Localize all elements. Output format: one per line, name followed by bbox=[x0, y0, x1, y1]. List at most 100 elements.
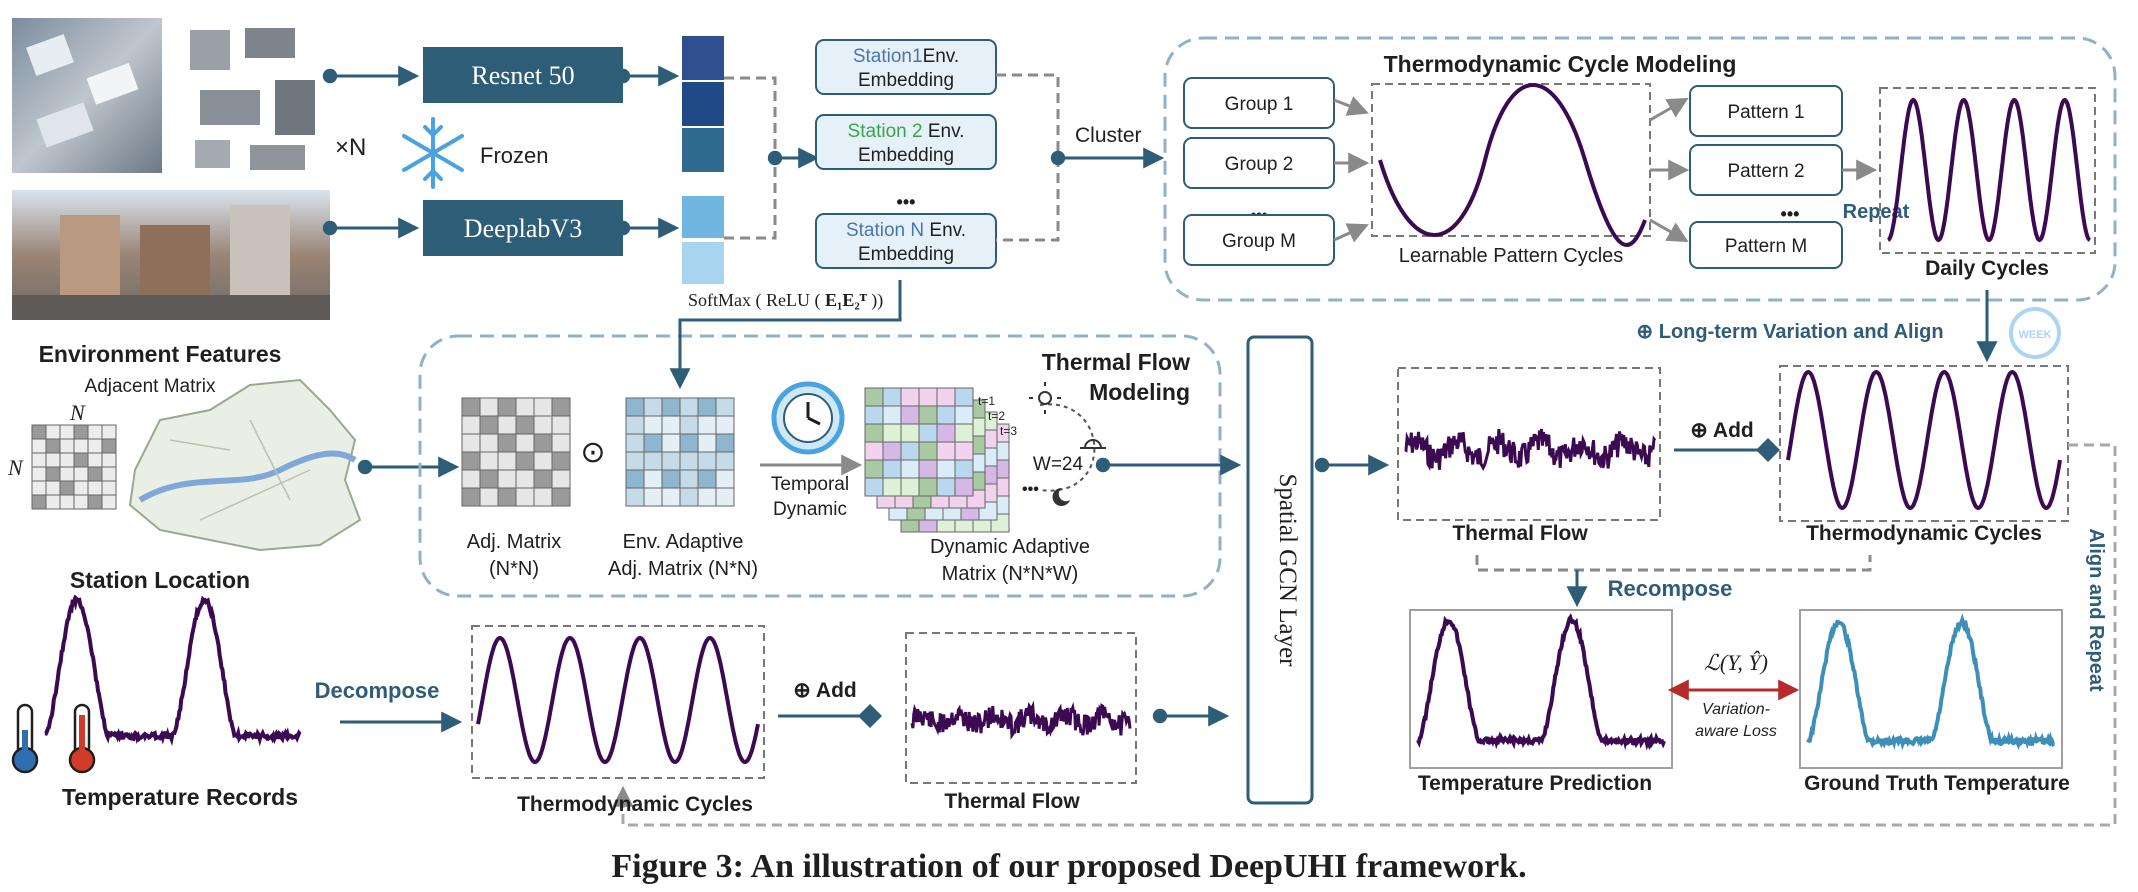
matrix-cell bbox=[101, 466, 117, 482]
svg-text:Embedding: Embedding bbox=[858, 70, 954, 91]
matrix-cell bbox=[31, 494, 47, 510]
matrix-cell bbox=[87, 452, 103, 468]
variation-label-2: aware Loss bbox=[1695, 723, 1777, 740]
right-thermal-flow-box bbox=[1397, 367, 1661, 521]
sun-icon bbox=[1029, 382, 1061, 414]
matrix-cell bbox=[715, 415, 735, 435]
matrix-cell bbox=[45, 424, 61, 440]
matrix-cell bbox=[661, 451, 681, 471]
matrix-cell bbox=[533, 469, 553, 489]
dynamic-matrix-cell bbox=[864, 441, 884, 461]
daily-cycles-box bbox=[1879, 87, 2096, 254]
svg-text:Group M: Group M bbox=[1222, 231, 1296, 252]
group-m-box: Group M bbox=[1183, 214, 1335, 266]
matrix-cell bbox=[679, 397, 699, 417]
seoul-map bbox=[128, 378, 362, 552]
matrix-cell bbox=[461, 487, 481, 507]
dynamic-matrix-cell bbox=[882, 441, 902, 461]
matrix-cell bbox=[45, 480, 61, 496]
env-adaptive-matrix-visual bbox=[625, 397, 735, 507]
matrix-cell bbox=[461, 397, 481, 417]
dynamic-matrix-cell bbox=[900, 477, 920, 497]
matrix-cell bbox=[533, 415, 553, 435]
matrix-cell bbox=[679, 469, 699, 489]
matrix-cell bbox=[643, 415, 663, 435]
gcn-label: Spatial GCN Layer bbox=[1274, 473, 1301, 667]
dynamic-matrix-cell bbox=[954, 405, 974, 425]
matrix-cell bbox=[87, 466, 103, 482]
matrix-cell bbox=[101, 480, 117, 496]
matrix-cell bbox=[661, 397, 681, 417]
repeat-label: Repeat bbox=[1843, 201, 1910, 223]
matrix-cell bbox=[625, 451, 645, 471]
dynamic-matrix-cell bbox=[918, 405, 938, 425]
spatial-gcn-layer bbox=[1246, 335, 1314, 805]
matrix-cell bbox=[31, 480, 47, 496]
dynamic-matrix-cell bbox=[918, 441, 938, 461]
svg-text:Pattern 1: Pattern 1 bbox=[1727, 102, 1804, 123]
thermo-cycle-title: Thermodynamic Cycle Modeling bbox=[1384, 51, 1737, 77]
matrix-cell bbox=[625, 397, 645, 417]
svg-text:Embedding: Embedding bbox=[858, 244, 954, 265]
matrix-cell bbox=[679, 433, 699, 453]
matrix-n-top: N bbox=[69, 400, 86, 425]
dynamic-matrix-cell bbox=[936, 459, 956, 479]
group-1-box: Group 1 bbox=[1183, 77, 1335, 129]
frozen-label: Frozen bbox=[480, 143, 548, 168]
bottom-thermal-flow-label: Thermal Flow bbox=[944, 790, 1080, 813]
matrix-cell bbox=[697, 469, 717, 489]
station2-embedding: Station 2 Env. Embedding bbox=[815, 114, 997, 170]
matrix-cell bbox=[101, 424, 117, 440]
deeplab-label: DeeplabV3 bbox=[464, 214, 582, 243]
matrix-cell bbox=[515, 415, 535, 435]
svg-text:Station N Env.: Station N Env. bbox=[846, 220, 966, 241]
dynamic-matrix-cell bbox=[900, 387, 920, 407]
dynamic-matrix-cell bbox=[864, 459, 884, 479]
right-thermal-flow-label: Thermal Flow bbox=[1452, 522, 1588, 545]
dynamic-matrix-cell bbox=[864, 387, 884, 407]
matrix-cell bbox=[515, 433, 535, 453]
matrix-cell bbox=[497, 487, 517, 507]
dynamic-matrix-cell bbox=[954, 441, 974, 461]
pattern-ellipsis: ••• bbox=[1781, 204, 1800, 224]
dynamic-matrix-cell bbox=[918, 387, 938, 407]
loss-formula: ℒ(Y, Ŷ) bbox=[1704, 650, 1768, 675]
matrix-cell bbox=[533, 451, 553, 471]
adj-matrix-label-2: (N*N) bbox=[489, 558, 539, 580]
matrix-cell bbox=[551, 415, 571, 435]
cluster-label: Cluster bbox=[1075, 124, 1142, 147]
matrix-cell bbox=[697, 433, 717, 453]
matrix-cell bbox=[551, 469, 571, 489]
matrix-cell bbox=[73, 480, 89, 496]
matrix-cell bbox=[515, 487, 535, 507]
t1-label: t=1 bbox=[978, 394, 995, 408]
matrix-cell bbox=[497, 397, 517, 417]
dynamic-matrix-cell bbox=[936, 423, 956, 443]
t3-label: t=3 bbox=[1000, 424, 1017, 438]
matrix-cell bbox=[551, 451, 571, 471]
matrix-cell bbox=[697, 451, 717, 471]
figure-caption: Figure 3: An illustration of our propose… bbox=[611, 848, 1526, 885]
env-adaptive-label-2: Adj. Matrix (N*N) bbox=[608, 558, 758, 580]
dynamic-matrix-cell bbox=[936, 387, 956, 407]
svg-text:Embedding: Embedding bbox=[858, 145, 954, 166]
resnet-feature-vector bbox=[682, 36, 724, 172]
matrix-cell bbox=[479, 487, 499, 507]
multiplier-label: ×N bbox=[335, 134, 366, 161]
adjacent-matrix-label: Adjacent Matrix bbox=[85, 376, 216, 397]
matrix-cell bbox=[479, 415, 499, 435]
bottom-thermo-cycles-label: Thermodynamic Cycles bbox=[517, 793, 753, 816]
matrix-cell bbox=[45, 452, 61, 468]
matrix-cell bbox=[101, 438, 117, 454]
matrix-cell bbox=[661, 469, 681, 489]
dynamic-label-2: Matrix (N*N*W) bbox=[942, 563, 1079, 585]
matrix-cell bbox=[59, 480, 75, 496]
dynamic-matrix-cell bbox=[882, 477, 902, 497]
matrix-cell bbox=[73, 494, 89, 510]
temporal-label-1: Temporal bbox=[771, 474, 849, 495]
adj-matrix-label-1: Adj. Matrix bbox=[467, 531, 561, 553]
matrix-cell bbox=[479, 451, 499, 471]
align-repeat-label: Align and Repeat bbox=[2085, 528, 2107, 692]
matrix-cell bbox=[87, 438, 103, 454]
matrix-cell bbox=[31, 424, 47, 440]
